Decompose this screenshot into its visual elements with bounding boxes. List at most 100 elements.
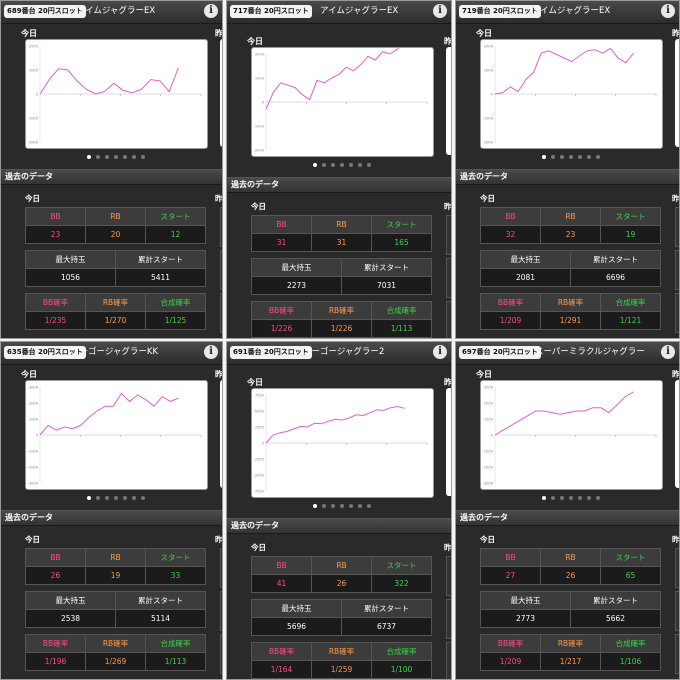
page-dot[interactable] [560,496,564,500]
next-chart-peek[interactable] [446,47,451,155]
info-icon[interactable]: i [661,4,675,18]
bb-header: BB [25,548,86,567]
page-dot[interactable] [331,504,335,508]
page-dot[interactable] [349,163,353,167]
next-chart-peek[interactable] [675,380,679,488]
page-dot[interactable] [587,155,591,159]
page-dot[interactable] [578,496,582,500]
page-dot[interactable] [542,155,546,159]
y-tick-label: 2000 [29,45,39,49]
y-tick-label: 0 [491,93,494,97]
page-dot[interactable] [358,163,362,167]
next-chart-peek[interactable] [446,388,451,496]
yesterday-label: 昨 [672,29,680,38]
machine-number-badge: 717番台 20円スロット [230,5,312,18]
next-chart-peek[interactable] [220,39,222,147]
y-tick-label: 5000 [255,410,265,414]
slot-panel: 719番台 20円スロット アイムジャグラーEX i 今日昨 2000 1000 0 -100… [455,0,680,339]
page-dot[interactable] [96,496,100,500]
balance-chart[interactable]: 3000 2000 1000 0 -1000 -2000 -3000 [25,380,208,490]
rb-rate-header: RB確率 [311,301,372,320]
page-dot[interactable] [551,155,555,159]
y-tick-label: -3000 [483,482,494,486]
page-dot[interactable] [96,155,100,159]
total-start-header: 累計スタート [570,591,661,610]
rb-rate-value: 1/217 [540,652,601,671]
page-dot[interactable] [367,504,371,508]
page-dot[interactable] [551,496,555,500]
page-dot[interactable] [114,496,118,500]
next-chart-peek[interactable] [220,380,222,488]
page-dot[interactable] [123,155,127,159]
bb-value: 41 [251,574,312,593]
past-data-header: 過去のデータ [456,169,679,185]
info-icon[interactable]: i [204,345,218,359]
balance-chart[interactable]: 2000 1000 0 -1000 -2000 [480,39,663,149]
page-dot[interactable] [331,163,335,167]
page-dot[interactable] [578,155,582,159]
slot-panel: 697番台 20円スロット スーパーミラクルジャグラー i 今日昨 3000 2000 10… [455,341,680,680]
today-label: 今日 [476,29,492,38]
page-dot[interactable] [132,496,136,500]
page-dot[interactable] [569,155,573,159]
page-dot[interactable] [313,163,317,167]
page-dot[interactable] [349,504,353,508]
page-dot[interactable] [105,155,109,159]
page-dot[interactable] [358,504,362,508]
stats-table: BB RB スタート 32 23 19 [480,207,661,244]
page-dot[interactable] [313,504,317,508]
rates-value-row: 1/164 1/259 1/100 [251,660,432,679]
page-dot[interactable] [114,155,118,159]
max-hold-value: 2081 [480,268,571,287]
total-start-value: 5662 [570,609,661,628]
start-header: スタート [600,548,661,567]
y-tick-label: 7500 [255,394,265,398]
page-dot[interactable] [596,496,600,500]
info-icon[interactable]: i [433,4,447,18]
slot-panel: 691番台 20円スロット ゴーゴージャグラー2 i 今日昨 7500 5000 2500 0… [226,341,452,680]
page-dot[interactable] [123,496,127,500]
totals-header-row: 最大持玉 累計スタート [25,591,206,610]
rb-value: 19 [85,566,146,585]
page-dot[interactable] [569,496,573,500]
start-value: 65 [600,566,661,585]
machine-name: スーパーミラクルジャグラー [535,347,645,357]
page-dot[interactable] [322,504,326,508]
today-subheading: 今日 [25,194,40,203]
past-data-header: 過去のデータ [1,510,222,526]
next-table-peek [220,548,222,588]
stats-table: BB確率 RB確率 合成確率 1/209 1/291 1/121 [480,293,661,330]
next-chart-peek[interactable] [675,39,679,147]
page-dot[interactable] [87,496,91,500]
balance-chart[interactable]: 2000 1000 0 -1000 -2000 [25,39,208,149]
page-dot[interactable] [132,155,136,159]
bb-rate-value: 1/209 [480,652,541,671]
balance-chart[interactable]: 2000 1000 0 -1000 -2000 [251,47,434,157]
page-dot[interactable] [367,163,371,167]
next-table-peek [675,634,679,674]
page-dot[interactable] [340,504,344,508]
page-dot[interactable] [596,155,600,159]
next-table-peek [675,591,679,631]
next-table-peek [675,548,679,588]
page-dot[interactable] [322,163,326,167]
page-dot[interactable] [340,163,344,167]
balance-chart[interactable]: 3000 2000 1000 0 -1000 -2000 -3000 [480,380,663,490]
info-icon[interactable]: i [661,345,675,359]
page-dot[interactable] [542,496,546,500]
page-dot[interactable] [587,496,591,500]
stats-value-row: 41 26 322 [251,574,432,593]
balance-chart[interactable]: 7500 5000 2500 0 -2500 -5000 -7500 [251,388,434,498]
page-dot[interactable] [105,496,109,500]
page-dot[interactable] [141,155,145,159]
y-tick-label: -1000 [254,125,265,129]
chart-svg: 3000 2000 1000 0 -1000 -2000 -3000 [28,386,202,486]
page-dot[interactable] [560,155,564,159]
combined-rate-header: 合成確率 [371,642,432,661]
today-subheading: 今日 [25,535,40,544]
info-icon[interactable]: i [204,4,218,18]
info-icon[interactable]: i [433,345,447,359]
page-dot[interactable] [141,496,145,500]
rates-value-row: 1/209 1/291 1/121 [480,311,661,330]
page-dot[interactable] [87,155,91,159]
